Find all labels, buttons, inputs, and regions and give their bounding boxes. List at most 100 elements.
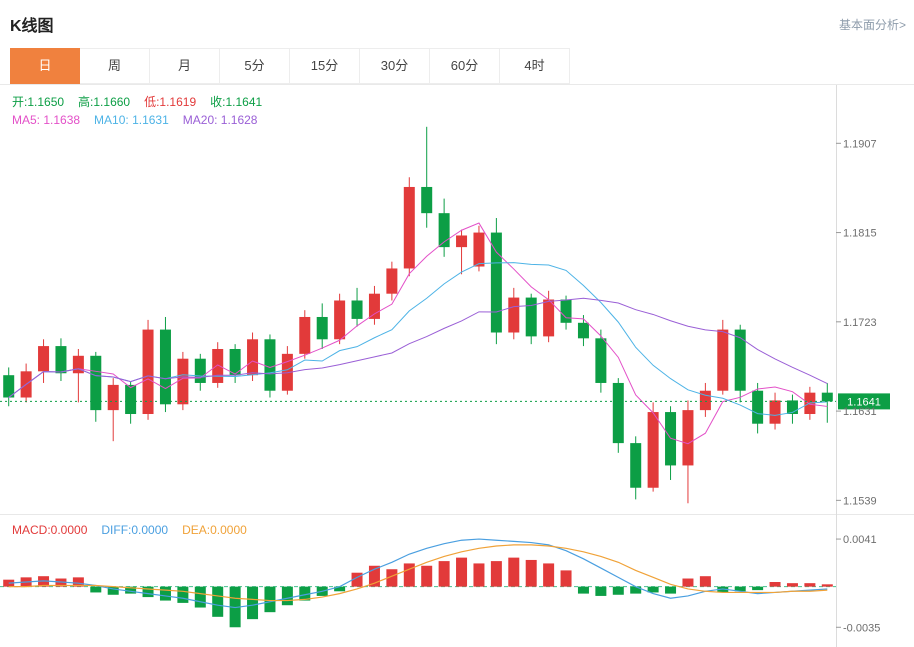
y-axis-label: 1.1631	[843, 406, 877, 418]
macd-bar	[786, 583, 798, 587]
candle-body	[107, 384, 119, 411]
macd-bar	[543, 563, 555, 587]
macd-bar	[125, 586, 137, 594]
candles-layer	[3, 126, 833, 504]
macd-bar	[647, 586, 659, 593]
candle-body	[595, 338, 607, 383]
page-title: K线图	[10, 18, 54, 35]
macd-bar	[177, 586, 189, 603]
candle-body	[72, 355, 84, 374]
interval-tab-bar: 日 周 月 5分 15分 30分 60分 4时	[0, 48, 914, 85]
macd-bar	[612, 586, 624, 595]
candle-body	[612, 382, 624, 444]
macd-bar	[752, 586, 764, 591]
diff-line	[8, 538, 828, 609]
y-axis-label: 1.1907	[843, 138, 877, 150]
tab-30min[interactable]: 30分	[360, 48, 430, 84]
macd-bar	[264, 586, 276, 613]
candle-body	[456, 235, 468, 248]
tab-month[interactable]: 月	[150, 48, 220, 84]
candle-body	[212, 348, 224, 383]
macd-bar	[821, 584, 833, 587]
macd-axis-label: -0.0035	[843, 622, 880, 634]
macd-bar	[734, 586, 746, 592]
macd-bar	[630, 586, 642, 594]
candle-body	[682, 410, 694, 466]
candle-body	[508, 297, 520, 333]
current-price-tag	[838, 393, 890, 410]
macd-bar	[595, 586, 607, 596]
candle-body	[55, 346, 67, 374]
macd-bar	[281, 586, 293, 606]
candle-body	[403, 186, 415, 269]
kline-chart-svg: 1.1641 1.1907 1.1815 1.1723 1.1631 1.1539 0.00…	[0, 85, 914, 647]
candle-body	[473, 232, 485, 267]
candle-body	[438, 213, 450, 248]
kline-chart[interactable]: 1.1641 1.1907 1.1815 1.1723 1.1631 1.1539 0.00…	[0, 85, 914, 647]
macd-bar	[107, 586, 119, 595]
macd-bar	[368, 565, 380, 587]
macd-bar	[577, 586, 589, 594]
candle-body	[159, 329, 171, 405]
tab-day[interactable]: 日	[10, 48, 80, 84]
candle-body	[647, 412, 659, 488]
candle-body	[386, 268, 398, 294]
macd-bar	[72, 577, 84, 587]
macd-axis-label: 0.0041	[843, 534, 877, 546]
macd-bar	[804, 583, 816, 587]
tab-4hour[interactable]: 4时	[500, 48, 570, 84]
tab-60min[interactable]: 60分	[430, 48, 500, 84]
candle-body	[699, 390, 711, 411]
y-axis-label: 1.1539	[843, 495, 877, 507]
candle-body	[769, 400, 781, 424]
ma5-line	[8, 222, 828, 445]
candle-body	[490, 232, 502, 333]
macd-bar	[334, 586, 346, 592]
tab-5min[interactable]: 5分	[220, 48, 290, 84]
candle-body	[421, 186, 433, 214]
candle-body	[351, 300, 363, 319]
candle-body	[142, 329, 154, 415]
ma20-line	[8, 297, 828, 398]
y-axis-label: 1.1723	[843, 317, 877, 329]
macd-bar	[438, 561, 450, 587]
macd-bar	[351, 572, 363, 587]
macd-bar	[247, 586, 259, 620]
macd-bar	[90, 586, 102, 593]
candle-body	[3, 375, 15, 398]
candle-body	[752, 390, 764, 424]
macd-bar	[386, 569, 398, 587]
macd-bar	[560, 570, 572, 587]
current-price-tag-label: 1.1641	[847, 396, 881, 408]
macd-bar	[508, 557, 520, 587]
y-axis-label: 1.1815	[843, 228, 877, 240]
candle-body	[194, 358, 206, 383]
dea-line	[8, 544, 828, 602]
macd-bar	[421, 565, 433, 587]
macd-bar	[194, 586, 206, 608]
candle-body	[125, 384, 137, 415]
candle-body	[543, 299, 555, 337]
candle-body	[368, 293, 380, 319]
macd-bar	[769, 582, 781, 587]
macd-hist-layer	[3, 557, 833, 628]
candle-body	[717, 329, 729, 391]
candle-body	[630, 443, 642, 488]
macd-bar	[665, 586, 677, 594]
candle-body	[229, 348, 241, 376]
page-header: K线图 基本面分析>	[0, 0, 914, 48]
macd-bar	[682, 578, 694, 587]
macd-bar	[142, 586, 154, 598]
candle-body	[577, 322, 589, 339]
candle-body	[38, 346, 50, 372]
macd-bar	[212, 586, 224, 617]
macd-bar	[403, 563, 415, 587]
candle-body	[525, 297, 537, 337]
macd-bar	[699, 576, 711, 587]
candle-body	[334, 300, 346, 340]
fundamental-analysis-link[interactable]: 基本面分析>	[838, 17, 906, 32]
tab-15min[interactable]: 15分	[290, 48, 360, 84]
candle-body	[90, 355, 102, 411]
tab-week[interactable]: 周	[80, 48, 150, 84]
candle-body	[560, 299, 572, 323]
